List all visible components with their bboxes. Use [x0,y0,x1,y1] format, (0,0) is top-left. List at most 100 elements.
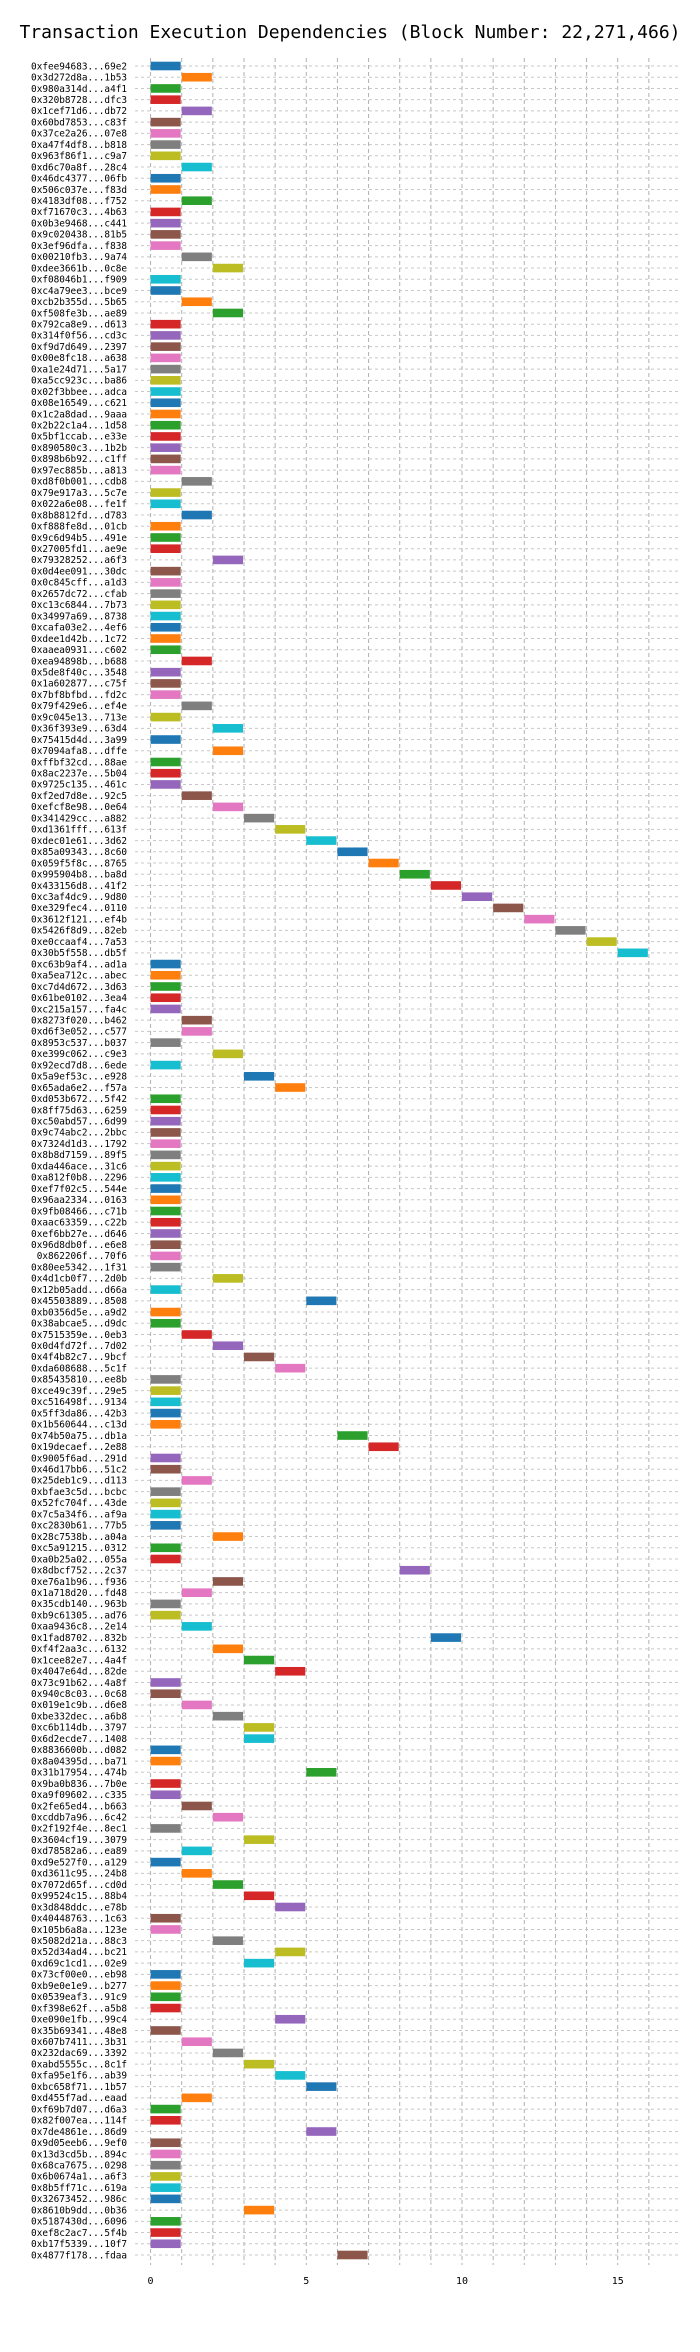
transaction-bar [150,140,181,149]
transaction-bar [181,2093,212,2103]
transaction-bar [150,1509,181,1519]
transaction-bar [181,1622,212,1631]
transaction-bar [150,959,181,969]
y-tick-label: 0x0d4fd72f...7d02 [31,1341,127,1352]
transaction-bar [181,1700,212,1710]
transaction-bar [244,2205,275,2215]
y-tick-label: 0x5082d21a...88c3 [31,1936,127,1947]
transaction-bar [150,1420,181,1429]
y-tick-label: 0x74b50a75...db1a [31,1431,127,1442]
y-tick-label: 0x2f192f4e...8ec1 [31,1824,127,1835]
y-tick-label: 0x2657dc72...cfab [31,589,127,600]
y-tick-label: 0x8953c537...b037 [31,1038,127,1049]
y-tick-label: 0x9fb08466...c71b [31,1206,127,1217]
y-tick-label: 0x0b3e9468...c441 [31,218,127,229]
transaction-bar [150,768,181,778]
transaction-bar [150,331,181,340]
y-tick-label: 0x25deb1c9...d113 [31,1476,127,1487]
transaction-bar [368,858,399,868]
transaction-bar [275,1083,306,1092]
y-tick-label: 0xd1361fff...613f [31,825,127,836]
transaction-bar [150,589,181,598]
transaction-bar [150,2160,181,2170]
transaction-bar [181,1330,212,1339]
y-tick-label: 0xa5cc923c...ba86 [31,376,127,387]
transaction-bar [150,1408,181,1418]
y-tick-label: 0x30b5f558...db5f [31,948,127,959]
y-tick-label: 0xb17f5339...10f7 [31,2239,127,2250]
transaction-bar [275,2071,306,2080]
transaction-bar [150,1824,181,1833]
transaction-bar [150,1150,181,1160]
y-tick-label: 0x99524c15...88b4 [31,1891,127,1902]
y-tick-label: 0x8836600b...d082 [31,1745,127,1756]
transaction-bar [555,926,586,935]
y-tick-label: 0xda608688...5c1f [31,1363,127,1374]
y-tick-label: 0x52d34ad4...bc21 [31,1947,127,1958]
transaction-bar [150,398,181,408]
y-tick-label: 0xc13c6844...7b73 [31,600,127,611]
y-tick-label: 0x19decaef...2e88 [31,1442,127,1453]
y-tick-label: 0x31b17954...474b [31,1768,127,1779]
transaction-bar [150,1161,181,1171]
transaction-bar [150,1217,181,1227]
transaction-bar [150,342,181,351]
transaction-bar [181,510,212,520]
y-tick-label: 0x7de4861e...86d9 [31,2127,127,2138]
transaction-bar [150,241,181,250]
y-tick-label: 0x963f86f1...c9a7 [31,151,127,162]
transaction-bar [150,993,181,1003]
transaction-bar [275,1947,306,1957]
transaction-bar [275,2014,306,2024]
transaction-bar [150,1173,181,1182]
transaction-bar [150,173,181,183]
y-tick-label: 0x35b69341...48e8 [31,2026,127,2037]
transaction-bar [181,1869,212,1878]
transaction-bar [150,1790,181,1800]
y-tick-label: 0x60bd7853...c83f [31,117,127,128]
y-tick-label: 0x3612f121...ef4b [31,914,127,925]
transaction-bar [150,1610,181,1620]
y-tick-label: 0xf69b7d07...d6a3 [31,2104,127,2115]
y-tick-label: 0xa5ea712c...abec [31,971,127,982]
transaction-bar [212,1049,243,1059]
transaction-bar [617,948,648,958]
transaction-bar [150,1981,181,1990]
y-tick-label: 0x4d1cb0f7...2d0b [31,1274,127,1285]
x-tick-label: 15 [612,2276,624,2287]
y-tick-label: 0xaaea0931...c602 [31,645,127,656]
transaction-bar [150,129,181,138]
transaction-bar [150,230,181,239]
y-tick-label: 0x1fad8702...832b [31,1633,127,1644]
transaction-bar [150,1229,181,1238]
transaction-bar [212,1880,243,1889]
y-tick-label: 0x105b6a8a...123e [31,1925,127,1936]
y-tick-label: 0xe0ccaaf4...7a53 [31,937,127,948]
transaction-bar [150,645,181,655]
transaction-bar [150,499,181,509]
y-tick-label: 0xdee3661b...0c8e [31,263,127,274]
y-tick-label: 0x85a09343...8c60 [31,847,127,858]
y-tick-label: 0xdec01e61...3d62 [31,836,127,847]
transaction-bar [150,1992,181,2002]
transaction-bar [150,376,181,385]
y-tick-label: 0x9005f6ad...291d [31,1453,127,1464]
transaction-bar [150,2115,181,2125]
transaction-bar [150,1779,181,1788]
y-tick-label: 0x75415d4d...3a99 [31,735,127,746]
y-tick-label: 0x37ce2a26...07e8 [31,129,127,140]
y-tick-label: 0x13d3cd5b...894c [31,2149,127,2160]
transaction-bar [150,1240,181,1249]
transaction-bar [212,1532,243,1541]
transaction-bar [181,196,212,206]
y-tick-label: 0xffbf32cd...88ae [31,757,127,768]
transaction-bar [337,847,368,857]
transaction-bar [150,151,181,161]
transaction-bar [181,162,212,172]
transaction-bar [150,780,181,789]
y-tick-label: 0x8b8d7159...89f5 [31,1150,127,1161]
transaction-bar [150,1453,181,1463]
transaction-bar [150,61,181,71]
transaction-bar [150,1397,181,1407]
y-tick-label: 0xd455f7ad...eaad [31,2093,127,2104]
